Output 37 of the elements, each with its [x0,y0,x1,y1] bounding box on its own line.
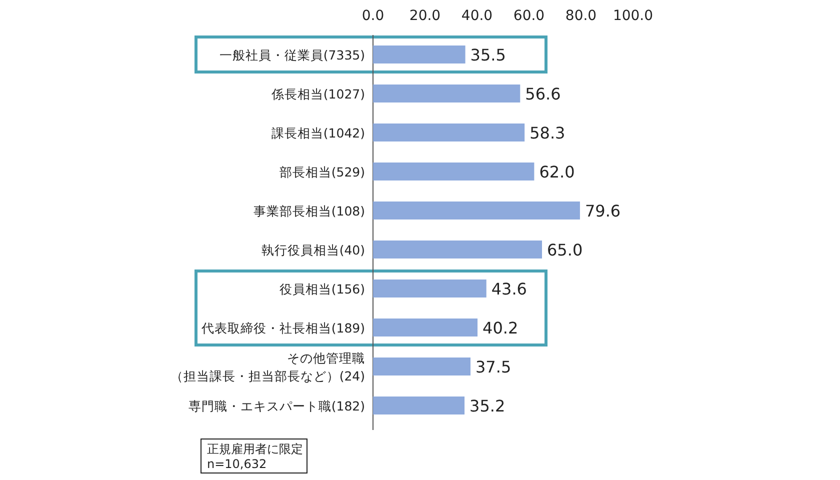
y-tick-label: 課長相当(1042) [271,126,365,140]
x-tick-label: 20.0 [409,8,441,24]
data-label: 37.5 [476,358,512,376]
y-tick-label: 一般社員・従業員(7335) [219,48,365,62]
data-label: 35.5 [470,46,506,64]
x-tick-label: 0.0 [362,8,384,24]
bar [373,124,525,142]
bar [373,358,470,376]
data-label: 43.6 [491,280,527,298]
bar [373,202,580,220]
y-tick-label: 専門職・エキスパート職(182) [188,398,365,414]
data-label: 40.2 [482,318,518,338]
x-tick-label: 40.0 [461,8,493,24]
y-tick-label: 代表取締役・社長相当(189) [200,320,365,336]
data-label: 62.0 [539,162,575,182]
x-tick-label: 100.0 [612,8,654,24]
y-tick-label: 部長相当(529) [279,164,365,180]
bar [373,280,486,298]
data-label: 35.2 [470,396,506,416]
bar [373,318,478,336]
y-tick-label: 事業部長相当(108) [253,204,365,218]
x-tick-label: 60.0 [513,8,545,24]
bar [373,240,542,258]
data-label: 58.3 [530,124,566,142]
y-tick-label: その他管理職（担当課長・担当部長など）(24) [170,350,365,384]
bar [373,84,520,102]
text: 正規雇用者に限定 n=10,632 [207,442,303,471]
bar [373,162,534,180]
data-label: 65.0 [547,240,583,260]
y-tick-label: 執行役員相当(40) [261,242,365,258]
y-tick-label: 役員相当(156) [279,282,365,296]
data-label: 79.6 [584,202,621,220]
y-tick-label: 係長相当(1027) [270,86,365,102]
bar [373,46,466,64]
data-label: 56.6 [525,84,561,104]
x-tick-label: 80.0 [565,8,597,24]
bar [373,396,465,414]
